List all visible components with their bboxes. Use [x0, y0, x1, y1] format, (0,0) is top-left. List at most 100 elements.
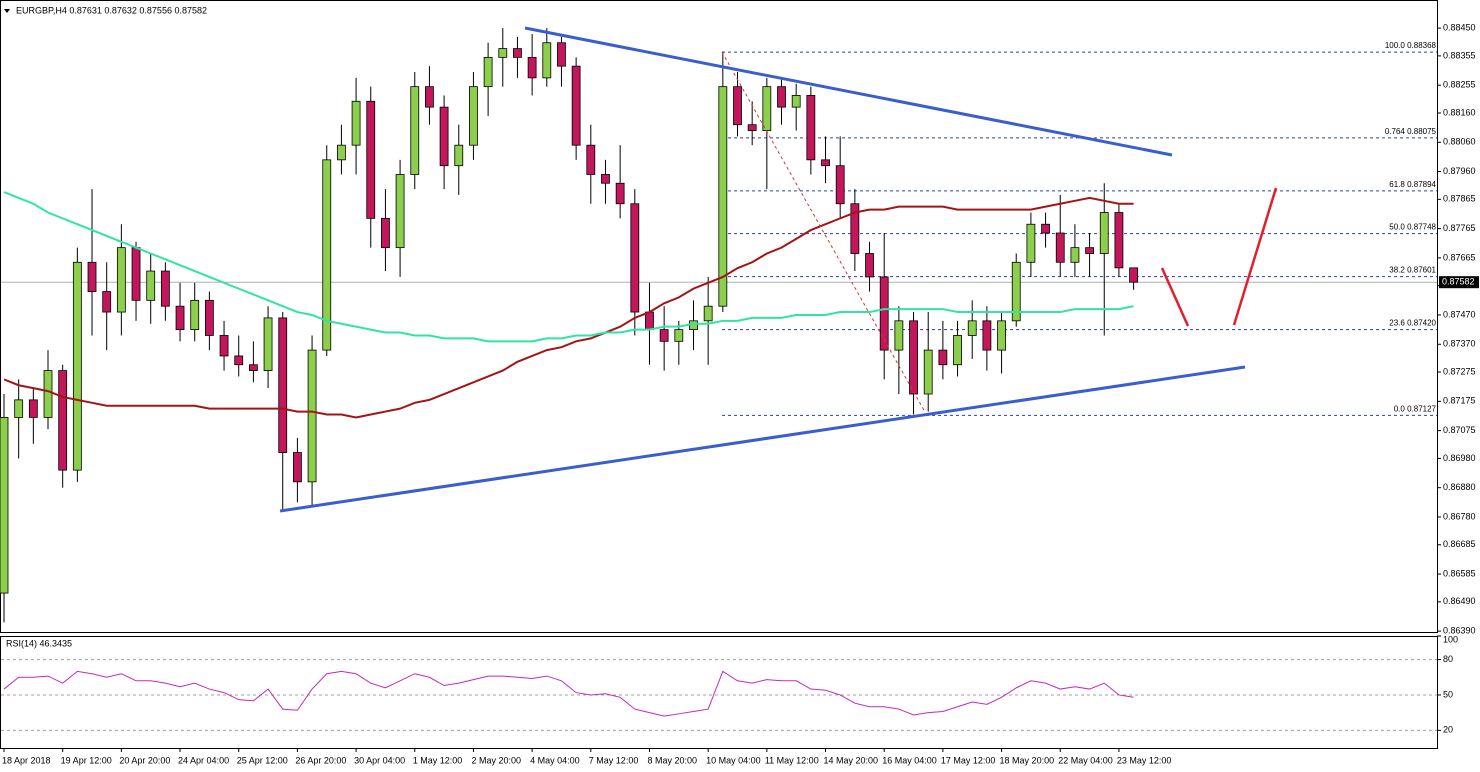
candle-body	[278, 317, 288, 453]
y-tick-label: 0.86390	[1443, 625, 1476, 635]
last-price-label: 0.87582	[1442, 277, 1475, 287]
y-tick-label: 0.87275	[1443, 366, 1476, 376]
arrow	[1160, 267, 1190, 327]
y-tick-label: 0.88355	[1443, 50, 1476, 60]
candle-body	[234, 355, 244, 366]
candle-body	[762, 86, 772, 131]
candle-body	[337, 144, 346, 161]
fib-label: 38.2 0.87601	[1389, 266, 1436, 275]
candle-body	[513, 48, 522, 58]
y-tick-label: 0.88060	[1443, 137, 1476, 147]
candle-body	[1011, 261, 1021, 322]
y-tick-label: 0.88160	[1443, 107, 1476, 117]
plot-layer: 0.88450 0.88355 0.88255 0.88160 0.88060 0.879…	[0, 22, 1479, 765]
candle-body	[1099, 212, 1109, 254]
y-tick-label: 80	[1443, 654, 1453, 664]
candle-body	[850, 203, 860, 254]
rsi-frame	[0, 636, 1438, 749]
candle-body	[366, 100, 376, 219]
candle-body	[248, 364, 258, 371]
moving-average	[3, 191, 1134, 343]
candle-body	[454, 144, 464, 167]
moving-average	[3, 196, 1134, 419]
candle-body	[483, 56, 493, 88]
candle-body	[1026, 223, 1036, 263]
candle-body	[469, 86, 478, 146]
x-tick-label: 7 May 12:00	[589, 755, 639, 765]
candle-body	[791, 95, 801, 108]
x-tick-label: 22 May 04:00	[1058, 755, 1113, 765]
y-tick-label: 0.87865	[1443, 194, 1476, 204]
candle-body	[1041, 223, 1050, 234]
candle-body	[263, 317, 273, 371]
candle-body	[703, 305, 713, 322]
y-tick-label: 0.86685	[1443, 539, 1476, 549]
x-tick-label: 11 May 12:00	[765, 755, 819, 765]
y-tick-label: 0.86585	[1443, 568, 1476, 578]
candle-body	[997, 320, 1006, 351]
x-tick-label: 16 May 04:00	[882, 755, 937, 765]
trend-line	[279, 365, 1246, 513]
candle-body	[586, 144, 596, 175]
candle-body	[806, 95, 816, 161]
candle-body	[381, 217, 390, 249]
y-tick-label: 100	[1443, 634, 1458, 644]
y-tick-label: 0.88255	[1443, 80, 1476, 90]
candle-body	[953, 335, 962, 366]
candle-body	[615, 182, 625, 205]
candle-body	[1085, 247, 1094, 254]
y-tick-label: 0.87765	[1443, 223, 1476, 233]
candle-body	[410, 86, 420, 175]
candle-body	[425, 86, 434, 108]
candle-body	[923, 349, 933, 395]
chart-title: EURGBP,H4 0.87631 0.87632 0.87556 0.8758…	[16, 5, 207, 15]
candle-body	[204, 299, 214, 336]
x-tick-label: 26 Apr 20:00	[295, 755, 346, 765]
candle-body	[322, 159, 332, 351]
y-tick-label: 0.87370	[1443, 339, 1476, 349]
fib-label: 0.764 0.88075	[1385, 127, 1437, 136]
x-tick-label: 24 Apr 04:00	[178, 755, 229, 765]
candle-body	[571, 65, 581, 146]
candle-body	[102, 291, 112, 313]
candle-body	[894, 320, 904, 351]
candle-body	[542, 42, 552, 79]
candle-body	[967, 320, 977, 336]
candle-body	[175, 305, 185, 331]
x-tick-label: 30 Apr 04:00	[354, 755, 405, 765]
fib-diagonal	[721, 51, 926, 413]
candle-body	[630, 203, 640, 313]
x-tick-label: 18 Apr 2018	[2, 755, 51, 765]
candle-body	[527, 56, 537, 79]
candle-body	[190, 299, 200, 331]
candle-body	[733, 86, 742, 126]
arrow	[1232, 187, 1278, 326]
candle-body	[116, 247, 126, 313]
rsi-title: RSI(14) 46.3435	[6, 638, 72, 648]
candle-body	[28, 399, 38, 418]
candle-body	[718, 86, 728, 307]
candle-body	[307, 349, 317, 483]
fib-label: 100.0 0.88368	[1385, 41, 1437, 50]
y-tick-label: 0.87175	[1443, 396, 1476, 406]
y-tick-label: 0.87075	[1443, 425, 1476, 435]
x-tick-label: 8 May 20:00	[647, 755, 697, 765]
candle-body	[601, 174, 610, 184]
menu-icon	[4, 9, 10, 13]
candle-body	[865, 253, 874, 278]
x-tick-label: 1 May 12:00	[413, 755, 463, 765]
candle-body	[1055, 232, 1065, 263]
x-tick-label: 19 Apr 12:00	[61, 755, 112, 765]
y-tick-label: 0.88450	[1443, 22, 1476, 32]
fib-label: 0.0 0.87127	[1394, 404, 1437, 413]
candle-body	[821, 159, 830, 167]
y-tick-label: 20	[1443, 725, 1453, 735]
x-tick-label: 10 May 04:00	[706, 755, 761, 765]
candle-body	[835, 165, 845, 205]
candle-body	[645, 311, 654, 331]
y-tick-label: 0.86490	[1443, 596, 1476, 606]
y-tick-label: 0.86880	[1443, 482, 1476, 492]
x-tick-label: 2 May 20:00	[471, 755, 521, 765]
